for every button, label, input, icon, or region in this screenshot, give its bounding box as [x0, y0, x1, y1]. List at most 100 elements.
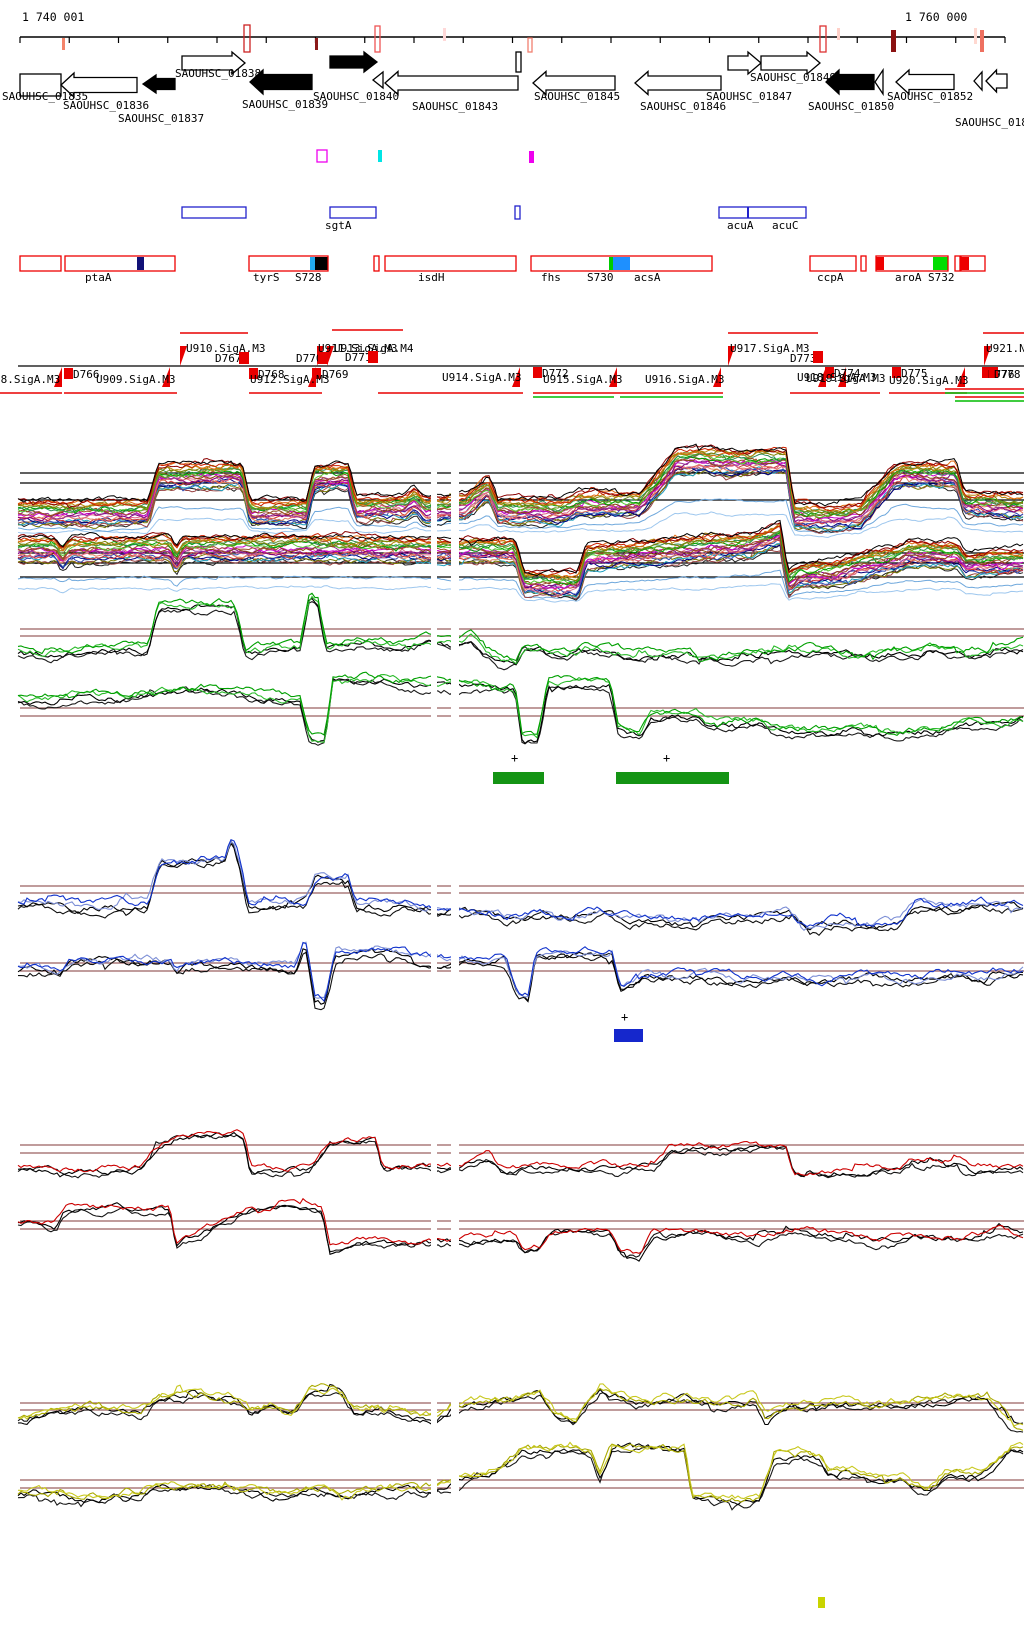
site-label[interactable]: D767: [215, 352, 242, 365]
unit-label[interactable]: 08.SigA.M3: [0, 373, 60, 386]
ruler-variant-mark: [374, 25, 381, 53]
gene-arrowhead[interactable]: [973, 70, 983, 92]
detected-feature-bar[interactable]: [616, 772, 729, 784]
transcript-segment: [310, 257, 315, 270]
gene-arrow[interactable]: [141, 73, 176, 95]
site-label[interactable]: D770: [296, 352, 323, 365]
strand-plus-label: +: [621, 1010, 628, 1024]
operon-box[interactable]: [181, 206, 247, 219]
operon-box[interactable]: [329, 206, 377, 219]
site-label[interactable]: D766: [73, 368, 100, 381]
unit-label[interactable]: U917.SigA.M3: [730, 342, 809, 355]
transcript-box[interactable]: [373, 255, 380, 272]
site-label[interactable]: D768: [258, 368, 285, 381]
transcript-label[interactable]: acsA: [634, 271, 661, 284]
ruler-variant-mark: [980, 30, 984, 52]
transcript-label[interactable]: aroA: [895, 271, 922, 284]
site-label[interactable]: D775: [901, 367, 928, 380]
transcript-box[interactable]: [960, 255, 986, 272]
site-label[interactable]: D778: [994, 368, 1021, 381]
ruler-variant-mark: [62, 38, 65, 50]
track-trace: [17, 1205, 1024, 1258]
gene-arrow[interactable]: [985, 68, 1008, 94]
gene-arrow[interactable]: [895, 68, 955, 96]
unit-label[interactable]: U916.SigA.M3: [645, 373, 724, 386]
unit-label[interactable]: U921.NI: [986, 342, 1024, 355]
track-trace: [17, 1129, 1024, 1176]
transcript-label[interactable]: S730: [587, 271, 614, 284]
ruler-start-coordinate: 1 740 001: [22, 10, 85, 24]
site-label[interactable]: D771: [345, 351, 372, 364]
transcript-box[interactable]: [19, 255, 62, 272]
track-trace: [17, 838, 1024, 928]
gene-arrow[interactable]: [532, 70, 616, 96]
gene-arrow[interactable]: [60, 71, 138, 99]
unit-label[interactable]: U914.SigA.M3: [442, 371, 521, 384]
gene-arrow[interactable]: [181, 50, 247, 76]
site-marker: [368, 351, 378, 363]
unit-label[interactable]: U915.SigA.M3: [543, 373, 622, 386]
transcript-box[interactable]: [860, 255, 867, 272]
unit-label[interactable]: U912.SigA.M3: [250, 373, 329, 386]
transcript-box[interactable]: [954, 255, 961, 272]
gene-label: SAOUHSC_01846: [640, 100, 726, 113]
transcript-label[interactable]: fhs: [541, 271, 561, 284]
gene-label: SAOUHSC_01852: [887, 90, 973, 103]
detected-feature-bar[interactable]: [614, 1029, 643, 1042]
unit-label[interactable]: U919.SigA.M3: [806, 372, 885, 385]
track-trace: [17, 449, 1024, 513]
detected-feature-bar[interactable]: [493, 772, 544, 784]
operon-label[interactable]: acuC: [772, 219, 799, 232]
operon-label[interactable]: sgtA: [325, 219, 352, 232]
transcript-label[interactable]: tyrS: [253, 271, 280, 284]
unit-label[interactable]: U920.SigA.M3: [889, 374, 968, 387]
track-trace: [17, 948, 1024, 1005]
gene-arrowhead[interactable]: [371, 70, 384, 90]
feature-mark[interactable]: [378, 150, 382, 162]
gene-label: SAOUHSC_01853: [955, 116, 1024, 129]
operon-box[interactable]: [514, 205, 521, 220]
gene-arrow[interactable]: [727, 50, 763, 76]
gene-arrow[interactable]: [249, 68, 313, 96]
site-label[interactable]: D774: [834, 367, 861, 380]
operon-label[interactable]: acuA: [727, 219, 754, 232]
track-trace: [17, 463, 1024, 524]
gene-arrow[interactable]: [329, 50, 379, 74]
unit-label[interactable]: U909.SigA.M3: [96, 373, 175, 386]
transcript-label[interactable]: isdH: [418, 271, 445, 284]
transcript-box[interactable]: [530, 255, 713, 272]
transcript-box[interactable]: [809, 255, 857, 272]
track-trace: [17, 1383, 1024, 1431]
transcript-label[interactable]: S732: [928, 271, 955, 284]
transcript-box[interactable]: [384, 255, 517, 272]
track-trace: [17, 466, 1024, 532]
transcript-box[interactable]: [248, 255, 329, 272]
feature-mark[interactable]: [529, 151, 534, 163]
gene-arrow[interactable]: [760, 50, 822, 76]
unit-end-flag: [957, 367, 965, 387]
transcript-label[interactable]: ccpA: [817, 271, 844, 284]
ruler-end-coordinate: 1 760 000: [905, 10, 968, 24]
unit-label[interactable]: U918.SigA.M3: [797, 371, 876, 384]
track-trace: [17, 1443, 1024, 1503]
site-label[interactable]: D769: [322, 368, 349, 381]
transcript-segment: [137, 257, 144, 270]
detected-feature-bar[interactable]: [818, 1597, 825, 1608]
unit-label[interactable]: U910.SigA.M3: [186, 342, 265, 355]
transcript-box[interactable]: [64, 255, 176, 272]
operon-box[interactable]: [718, 206, 807, 219]
transcript-box[interactable]: [875, 255, 949, 272]
gene-arrow[interactable]: [825, 68, 875, 96]
gene-arrowhead[interactable]: [874, 67, 884, 97]
site-label[interactable]: D772: [542, 367, 569, 380]
unit-label[interactable]: U913.SigA.M4: [334, 342, 414, 355]
gene-fragment[interactable]: [515, 51, 522, 73]
site-label[interactable]: D773: [790, 352, 817, 365]
gene-arrow[interactable]: [634, 70, 722, 96]
feature-mark[interactable]: [316, 149, 328, 163]
gene-arrow[interactable]: [384, 70, 519, 96]
ruler-variant-mark: [819, 25, 827, 53]
gene-label: SAOUHSC_01845: [534, 90, 620, 103]
transcript-label[interactable]: S728: [295, 271, 322, 284]
transcript-label[interactable]: ptaA: [85, 271, 112, 284]
